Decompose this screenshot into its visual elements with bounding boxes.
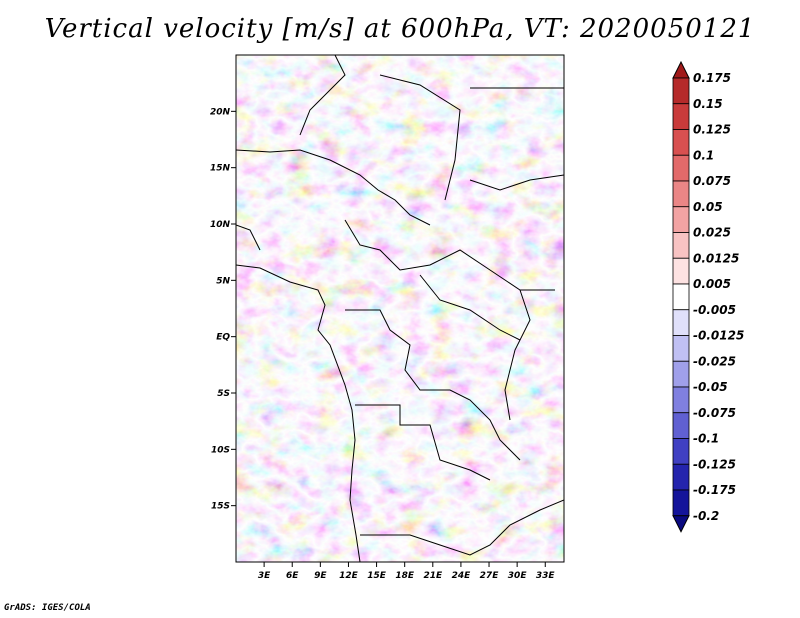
latitude-axis: 20N 15N 10N 5N EQ 5S 10S 15S [210,107,236,512]
lon-tick-label: 21E [423,571,443,581]
colorbar-bottom-arrow [672,515,690,533]
colorbar-segment [672,360,690,388]
colorbar-label: 0.05 [693,200,723,214]
colorbar-label: -0.1 [693,432,719,446]
lon-tick-label: 24E [452,571,472,581]
colorbar-segment [672,412,690,439]
grads-credit: GrADS: IGES/COLA [4,603,91,613]
colorbar-segment [672,180,690,208]
colorbar-segment [672,463,690,491]
longitude-axis: 3E 6E 9E 12E 15E 18E 21E 24E 27E 30E 33E [258,562,556,581]
colorbar-label: -0.05 [693,380,728,394]
lat-tick-label: 20N [210,107,231,117]
colorbar-segment [672,154,690,182]
colorbar-segment [672,489,690,517]
lat-tick-label: 10N [210,220,231,230]
lon-tick-label: 12E [339,571,359,581]
lat-tick-label: EQ [216,333,230,343]
lon-tick-label: 18E [395,571,415,581]
colorbar-label: 0.1 [693,148,714,162]
lon-tick-label: 3E [258,571,271,581]
colorbar-label: -0.2 [693,509,719,523]
colorbar-segment [672,283,690,311]
colorbar-segment [672,309,690,336]
colorbar-segment [672,438,690,465]
lon-tick-label: 33E [536,571,556,581]
colorbar-label: -0.025 [693,354,736,368]
colorbar-segment [672,103,690,130]
colorbar-segment [672,77,690,105]
colorbar-segment [672,335,690,362]
lat-tick-label: 10S [211,445,230,455]
colorbar-segment [672,232,690,259]
colorbar-label: -0.005 [693,303,736,317]
colorbar: 0.175 0.15 0.125 0.1 0.075 0.05 0.025 0.0125 0.0… [672,60,744,533]
lat-tick-label: 15N [210,164,231,174]
colorbar-label: 0.175 [693,71,731,85]
colorbar-label: 0.125 [693,123,731,137]
lat-tick-label: 5S [217,389,230,399]
colorbar-label: -0.175 [693,483,736,497]
colorbar-segment [672,257,690,285]
chart-title: Vertical velocity [m/s] at 600hPa, VT: 2… [44,14,756,44]
colorbar-segment [672,129,690,156]
lon-tick-label: 15E [367,571,387,581]
lon-tick-label: 27E [480,571,500,581]
colorbar-label: 0.005 [693,277,731,291]
colorbar-label: 0.0125 [693,251,739,265]
colorbar-segment [672,386,690,414]
velocity-field [236,55,564,562]
colorbar-top-arrow [672,60,690,79]
map-frame [235,54,565,563]
map-panel [236,55,564,562]
lon-tick-label: 30E [508,571,528,581]
lon-tick-label: 6E [286,571,299,581]
colorbar-label: 0.075 [693,174,731,188]
colorbar-label: 0.025 [693,226,731,240]
colorbar-segment [672,206,690,233]
colorbar-label: -0.125 [693,457,736,471]
colorbar-label: -0.0125 [693,329,744,343]
lat-tick-label: 15S [211,502,230,512]
lat-tick-label: 5N [216,276,230,286]
colorbar-label: -0.075 [693,406,736,420]
lon-tick-label: 9E [314,571,327,581]
colorbar-label: 0.15 [693,97,723,111]
country-borders [236,55,564,562]
